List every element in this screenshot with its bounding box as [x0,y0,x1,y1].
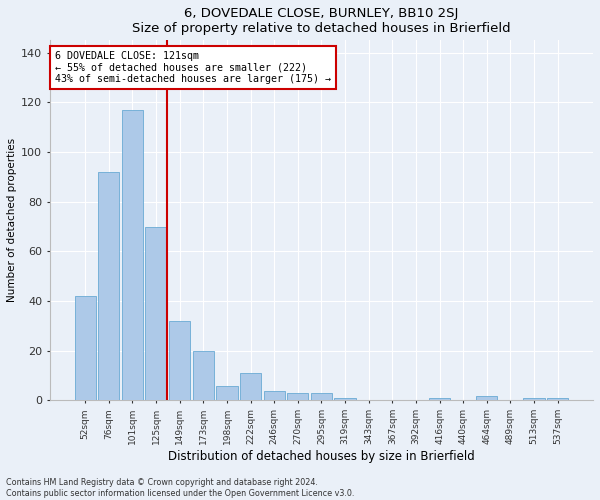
Bar [74,296,96,401]
Bar [547,398,568,400]
Bar [523,398,545,400]
Bar [240,373,261,400]
Bar [263,390,285,400]
Bar [429,398,450,400]
Bar [217,386,238,400]
Bar [122,110,143,401]
Bar [98,172,119,400]
Bar [476,396,497,400]
Bar [169,321,190,400]
Text: 6 DOVEDALE CLOSE: 121sqm
← 55% of detached houses are smaller (222)
43% of semi-: 6 DOVEDALE CLOSE: 121sqm ← 55% of detach… [55,51,331,84]
Bar [287,393,308,400]
Bar [145,226,167,400]
Bar [311,393,332,400]
X-axis label: Distribution of detached houses by size in Brierfield: Distribution of detached houses by size … [168,450,475,463]
Bar [193,351,214,401]
Y-axis label: Number of detached properties: Number of detached properties [7,138,17,302]
Title: 6, DOVEDALE CLOSE, BURNLEY, BB10 2SJ
Size of property relative to detached house: 6, DOVEDALE CLOSE, BURNLEY, BB10 2SJ Siz… [132,7,511,35]
Bar [334,398,356,400]
Text: Contains HM Land Registry data © Crown copyright and database right 2024.
Contai: Contains HM Land Registry data © Crown c… [6,478,355,498]
